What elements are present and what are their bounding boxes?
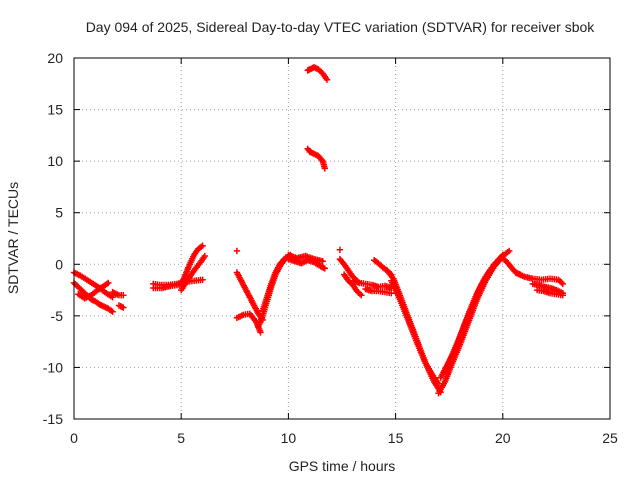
data-points [70, 64, 566, 397]
data-point [559, 280, 566, 288]
series-arc-18 [304, 145, 328, 172]
data-point [388, 290, 395, 297]
data-point [319, 258, 326, 265]
data-point [199, 242, 206, 249]
y-axis-label: SDTVAR / TECUs [5, 182, 21, 294]
series-arc-5 [115, 302, 127, 311]
data-point [199, 276, 206, 283]
x-tick-label: 20 [495, 430, 511, 446]
data-point [323, 76, 331, 83]
data-point [120, 304, 127, 311]
series-arc-23 [362, 285, 395, 297]
y-tick-label: 20 [47, 50, 63, 66]
series-arc-29 [441, 251, 506, 375]
series-arc-21 [340, 271, 365, 299]
y-tick-label: 15 [47, 102, 63, 118]
y-tick-label: 10 [47, 153, 63, 169]
chart-title: Day 094 of 2025, Sidereal Day-to-day VTE… [86, 19, 596, 35]
series-arc-26 [388, 277, 442, 388]
series-arc-11 [233, 269, 266, 324]
series-arc-9 [178, 252, 208, 294]
series-arc-10 [233, 247, 241, 255]
y-tick-label: 5 [55, 205, 63, 221]
grid-lines [74, 58, 610, 419]
data-point [109, 308, 116, 315]
series-arc-27 [435, 247, 513, 397]
y-tick-label: -15 [43, 411, 63, 427]
data-point [559, 292, 566, 299]
series-arc-4 [109, 288, 127, 299]
series-arc-17 [304, 64, 331, 83]
y-tick-label: -10 [43, 359, 63, 375]
data-point [201, 252, 208, 260]
series-arc-14 [259, 251, 294, 314]
plot-frame [73, 57, 611, 420]
x-tick-label: 25 [602, 430, 618, 446]
data-point [336, 246, 344, 253]
data-point [257, 329, 264, 336]
data-point [120, 292, 127, 299]
data-point [105, 279, 112, 287]
series-arc-33 [533, 286, 566, 299]
data-point [358, 292, 365, 299]
x-tick-label: 5 [177, 430, 185, 446]
data-point [233, 247, 241, 255]
x-tick-label: 0 [70, 430, 78, 446]
series-arc-19 [336, 246, 344, 253]
data-point [506, 247, 513, 255]
x-tick-label: 15 [388, 430, 404, 446]
series-arc-31 [512, 269, 566, 288]
x-tick-label: 10 [281, 430, 297, 446]
series-arc-3 [75, 279, 112, 302]
data-point [321, 165, 328, 172]
y-tick-label: 0 [55, 256, 63, 272]
x-axis-label: GPS time / hours [289, 458, 396, 474]
data-point [321, 265, 328, 272]
y-tick-label: -5 [51, 308, 64, 324]
series-arc-6 [150, 276, 206, 289]
series-arc-16 [285, 251, 326, 265]
